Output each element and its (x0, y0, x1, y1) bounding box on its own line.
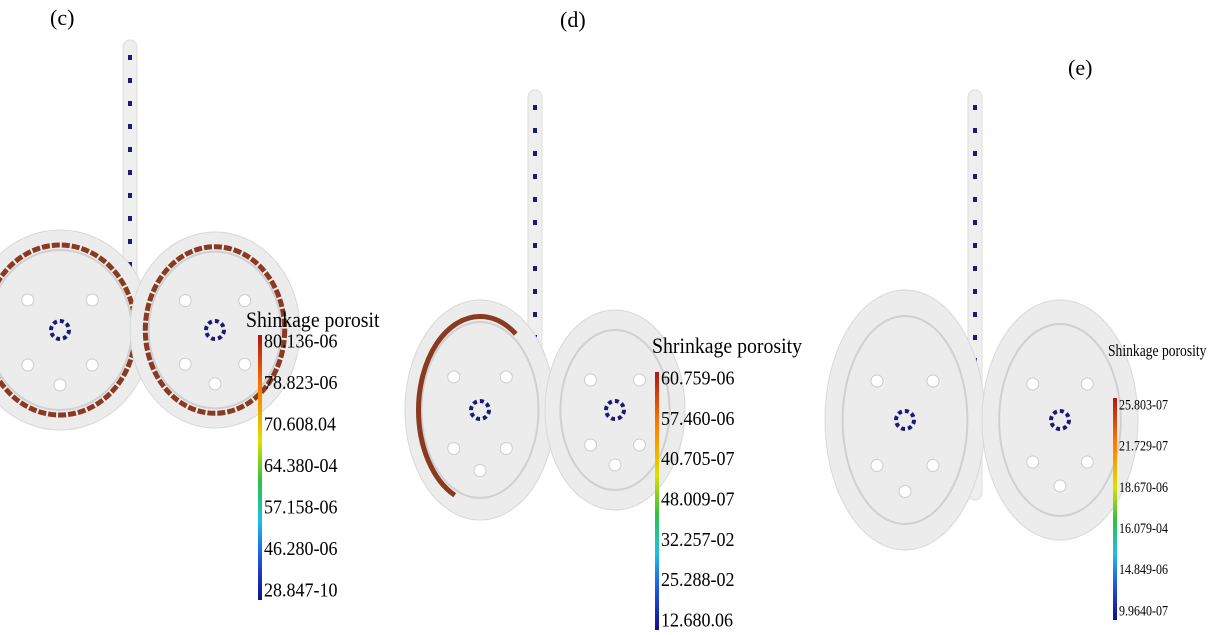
wheel-hole (585, 374, 597, 386)
panel-label: (d) (560, 7, 586, 32)
wheel-hole (22, 359, 34, 371)
legend-label: 57.158-06 (264, 497, 337, 519)
legend-label: 57.460-06 (661, 408, 734, 430)
legend-label: 40.705-07 (661, 448, 734, 470)
wheel-hole (86, 294, 98, 306)
wheel-hole (448, 443, 460, 455)
legend-label: 21.729-07 (1119, 437, 1168, 454)
legend-label: 16.079-04 (1119, 520, 1168, 537)
panel: (d) Shrinkage porosity 60.759-06 57.460-06 4… (405, 7, 802, 632)
legend-label: 25.288-02 (661, 569, 734, 591)
wheel-hole (871, 375, 883, 387)
wheel-hole (54, 379, 66, 391)
wheel-hole (634, 374, 646, 386)
wheel-hole (1054, 480, 1066, 492)
legend-title: Shrinkage porosity (652, 333, 802, 358)
legend-label: 14.849-06 (1119, 561, 1168, 578)
legend-label: 32.257-02 (661, 529, 734, 551)
legend-label: 28.847-10 (264, 580, 337, 602)
legend-label: 60.759-06 (661, 368, 734, 390)
legend-label: 70.608.04 (264, 414, 336, 436)
wheel-hole (871, 460, 883, 472)
legend-label: 9.9640-07 (1119, 602, 1168, 619)
legend-label: 48.009-07 (661, 489, 734, 511)
wheel-hole (927, 460, 939, 472)
wheel-hole (239, 358, 251, 370)
legend-label: 46.280-06 (264, 538, 337, 560)
wheel-hole (1027, 378, 1039, 390)
wheel-hole (474, 465, 486, 477)
panel-label: (e) (1068, 55, 1092, 80)
legend-label: 25.803-07 (1119, 396, 1168, 413)
wheel-hole (634, 439, 646, 451)
wheel-hole (500, 443, 512, 455)
wheel-hole (1081, 378, 1093, 390)
wheel (825, 290, 985, 550)
wheel-hole (179, 358, 191, 370)
legend-title: Shinkage porosit (246, 307, 380, 332)
legend-label: 80.136-06 (264, 331, 337, 353)
wheel (405, 300, 555, 520)
figure: (c) Shinkage porosit80.136-06 78.823-06 70.… (0, 0, 1226, 635)
legend-label: 12.680.06 (661, 610, 733, 632)
wheel-hole (1081, 456, 1093, 468)
legend-title: Shinkage porosity (1108, 342, 1207, 361)
wheel-hole (585, 439, 597, 451)
wheel-hole (927, 375, 939, 387)
legend-label: 64.380-04 (264, 455, 338, 477)
wheel-hole (22, 294, 34, 306)
wheel-hole (209, 378, 221, 390)
wheel-hole (86, 359, 98, 371)
wheel-hole (500, 371, 512, 383)
colorbar (258, 335, 262, 600)
wheel-hole (179, 295, 191, 307)
panel: (e) Shinkage porosity 25.803-07 21.729-07 18… (825, 55, 1207, 620)
wheel-hole (609, 459, 621, 471)
colorbar (655, 372, 659, 630)
legend-label: 18.670-06 (1119, 479, 1168, 496)
wheel-hole (899, 486, 911, 498)
wheel-hole (239, 295, 251, 307)
legend-label: 78.823-06 (264, 372, 337, 394)
wheel-hole (448, 371, 460, 383)
wheel-hole (1027, 456, 1039, 468)
colorbar (1113, 398, 1117, 620)
panel-label: (c) (50, 5, 74, 30)
